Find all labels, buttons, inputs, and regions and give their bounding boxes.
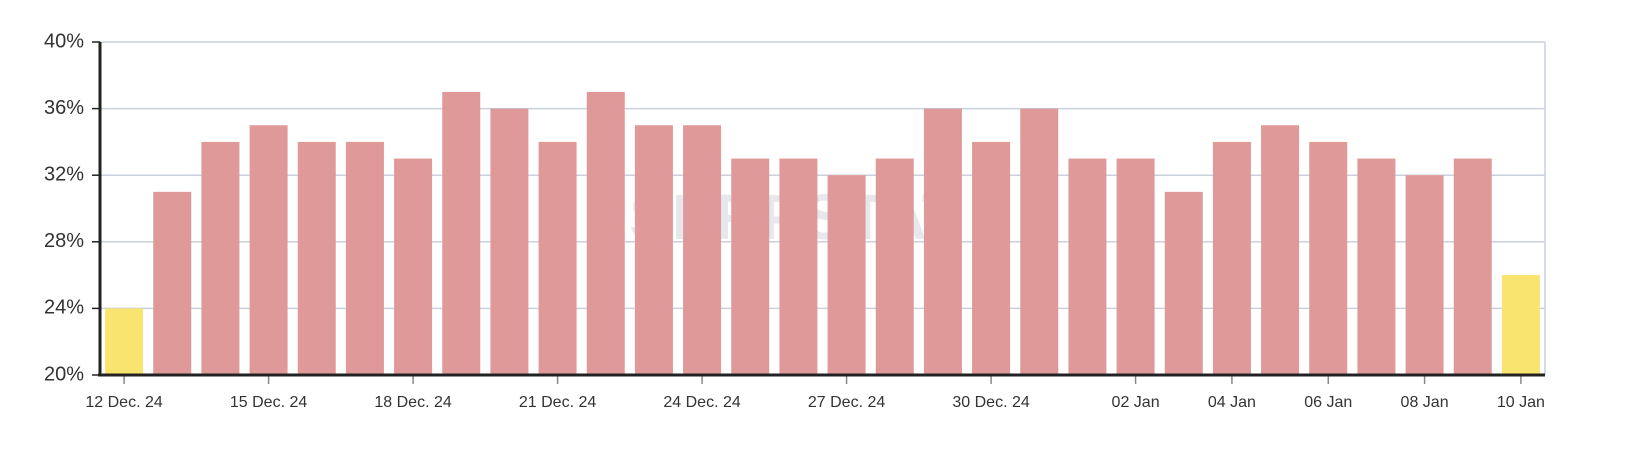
bar: [105, 308, 144, 375]
bar: [683, 125, 722, 375]
bar: [1405, 175, 1444, 375]
bar: [1068, 158, 1107, 375]
bar: [875, 158, 914, 375]
y-tick-label: 40%: [44, 30, 84, 52]
bar: [1501, 275, 1540, 375]
y-tick-label: 24%: [44, 297, 84, 319]
x-tick-label: 15 Dec. 24: [230, 394, 307, 411]
bar: [1309, 141, 1348, 375]
x-tick-label: 27 Dec. 24: [808, 394, 885, 411]
bar: [731, 158, 770, 375]
x-tick-label: 02 Jan: [1112, 394, 1160, 411]
x-tick-label: 21 Dec. 24: [519, 394, 596, 411]
x-tick-label: 08 Jan: [1401, 394, 1449, 411]
y-tick-label: 36%: [44, 97, 84, 119]
x-tick-label: 04 Jan: [1208, 394, 1256, 411]
bar: [394, 158, 433, 375]
bar: [249, 125, 288, 375]
bar: [442, 91, 481, 375]
bar: [586, 91, 625, 375]
x-tick-label: 12 Dec. 24: [85, 394, 162, 411]
bar: [1261, 125, 1300, 375]
y-tick-label: 20%: [44, 363, 84, 385]
bar: [1116, 158, 1155, 375]
bar: [297, 141, 336, 375]
bar: [972, 141, 1011, 375]
bar: [153, 191, 192, 375]
y-tick-label: 32%: [44, 163, 84, 185]
bar: [923, 108, 962, 375]
bar: [1212, 141, 1251, 375]
x-tick-label: 24 Dec. 24: [663, 394, 740, 411]
bar: [634, 125, 673, 375]
x-tick-label: 06 Jan: [1304, 394, 1352, 411]
bar: [1164, 191, 1203, 375]
x-tick-label: 18 Dec. 24: [374, 394, 451, 411]
x-tick-label: 10 Jan: [1497, 394, 1545, 411]
bar: [1453, 158, 1492, 375]
bar: [827, 175, 866, 375]
bar: [538, 141, 577, 375]
bar: [779, 158, 818, 375]
y-tick-label: 28%: [44, 230, 84, 252]
bar: [1020, 108, 1059, 375]
bar: [490, 108, 529, 375]
bar: [201, 141, 240, 375]
bar: [345, 141, 384, 375]
x-tick-label: 30 Dec. 24: [952, 394, 1029, 411]
bar: [1357, 158, 1396, 375]
